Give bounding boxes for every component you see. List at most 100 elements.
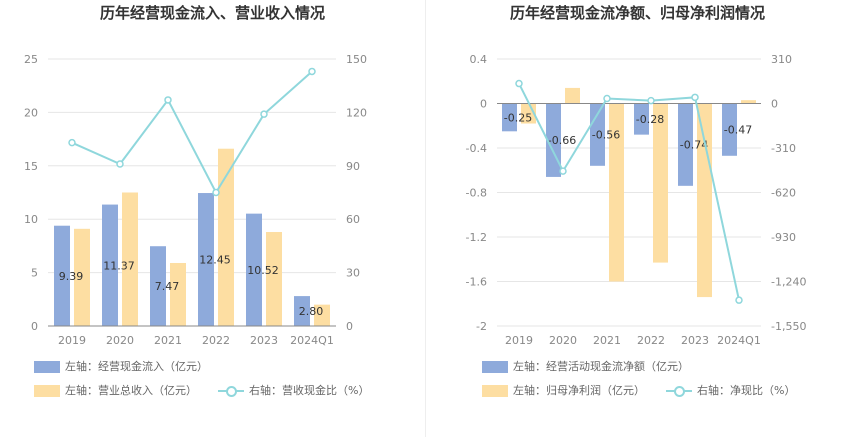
legend-item-cash-inflow[interactable]: 左轴：经营现金流入（亿元） — [34, 360, 208, 374]
bar — [74, 228, 90, 326]
x-tick-label: 2021 — [593, 334, 621, 347]
x-tick-label: 2024Q1 — [290, 334, 334, 347]
legend-swatch — [34, 385, 60, 397]
y-left-tick-label: -1.2 — [466, 231, 487, 244]
y-left-tick-label: 5 — [31, 267, 38, 280]
y-right-tick-label: 0 — [346, 320, 353, 333]
ratio-point — [603, 94, 611, 103]
chart-plot-area: 0 5 10 15 20 25 0 30 60 90 120 150 2019 2020 2021 2022 2… — [24, 53, 367, 347]
ratio-point — [212, 188, 220, 197]
chart-plot-area: -2 -1.6 -1.2 -0.8 -0.4 0 0.4 -1,550 -1,240 -930 -6… — [466, 53, 807, 347]
ratio-point — [647, 96, 655, 105]
bar — [314, 304, 330, 326]
legend-label: 右轴：净现比（%） — [697, 384, 796, 397]
bar — [741, 100, 756, 104]
net-cash-flow-profit-chart: 历年经营现金流净额、归母净利润情况 -2 -1.6 -1.2 -0.8 -0.4 0 0.4… — [425, 0, 850, 437]
bar — [54, 225, 70, 326]
bar — [653, 103, 668, 263]
x-tick-label: 2020 — [549, 334, 577, 347]
legend-swatch — [34, 361, 60, 373]
ratio-point — [515, 79, 523, 88]
x-tick-label: 2019 — [58, 334, 86, 347]
y-right-tick-label: -1,550 — [771, 320, 806, 333]
legend-swatch — [218, 385, 244, 397]
chart-title: 历年经营现金流入、营业收入情况 — [99, 4, 325, 22]
bar — [198, 193, 214, 326]
cash-inflow-revenue-chart: 历年经营现金流入、营业收入情况 0 5 10 15 20 25 0 30 60 90 120 150 2… — [24, 4, 369, 398]
y-left-tick-label: 0.4 — [470, 53, 488, 66]
y-right-tick-label: 120 — [346, 106, 367, 119]
x-tick-label: 2023 — [681, 334, 709, 347]
bar-data-label: -0.28 — [636, 113, 664, 126]
y-right-tick-label: 310 — [771, 53, 792, 66]
y-right-tick-label: 0 — [771, 98, 778, 111]
bar-data-label: -0.74 — [680, 139, 708, 152]
x-tick-label: 2021 — [154, 334, 182, 347]
x-tick-label: 2024Q1 — [717, 334, 761, 347]
bar — [218, 148, 234, 326]
y-left-tick-label: -0.4 — [466, 142, 487, 155]
bar-data-label: -0.66 — [548, 134, 576, 147]
legend-label: 左轴：经营活动现金流净额（亿元） — [513, 360, 689, 373]
ratio-point — [260, 110, 268, 118]
legend-swatch — [482, 361, 508, 373]
bar — [502, 103, 517, 132]
legend-item-revenue-cash-ratio[interactable]: 右轴：营收现金比（%） — [218, 384, 369, 398]
legend-swatch — [482, 385, 508, 397]
y-left-tick-label: -0.8 — [466, 187, 487, 200]
bar — [246, 213, 262, 326]
bar-data-label: 7.47 — [155, 280, 180, 293]
bar — [122, 192, 138, 326]
y-left-tick-label: 25 — [24, 53, 38, 66]
y-left-tick-label: -2 — [476, 320, 487, 333]
y-right-tick-label: 90 — [346, 160, 360, 173]
bar — [150, 246, 166, 326]
ratio-point — [559, 167, 567, 175]
bar — [722, 103, 737, 156]
legend-item-net-profit[interactable]: 左轴：归母净利润（亿元） — [482, 384, 645, 398]
legend-item-net-cash-ratio[interactable]: 右轴：净现比（%） — [666, 384, 795, 398]
bar-data-label: -0.56 — [592, 129, 620, 142]
bar — [609, 103, 624, 282]
x-tick-label: 2022 — [637, 334, 665, 347]
y-left-tick-label: 10 — [24, 213, 38, 226]
bar-data-label: 11.37 — [103, 259, 135, 272]
legend-label: 左轴：归母净利润（亿元） — [513, 384, 645, 397]
y-right-tick-label: -620 — [771, 187, 796, 200]
bar — [170, 262, 186, 326]
legend-swatch — [666, 385, 692, 397]
x-tick-label: 2020 — [106, 334, 134, 347]
bar-data-label: 10.52 — [247, 264, 279, 277]
ratio-point — [164, 96, 172, 104]
bar — [697, 103, 712, 298]
bar-data-label: 2.80 — [299, 305, 324, 318]
panel-divider — [425, 0, 426, 437]
y-left-tick-label: 20 — [24, 106, 38, 119]
y-right-tick-label: 150 — [346, 53, 367, 66]
y-right-tick-label: 30 — [346, 267, 360, 280]
ratio-point — [691, 93, 699, 102]
y-left-tick-label: 0 — [480, 98, 487, 111]
x-tick-label: 2019 — [505, 334, 533, 347]
legend-item-net-operating-cash-flow[interactable]: 左轴：经营活动现金流净额（亿元） — [482, 360, 689, 374]
bar-data-label: -0.47 — [724, 124, 752, 137]
bar — [565, 87, 580, 104]
chart-title: 历年经营现金流净额、归母净利润情况 — [509, 4, 765, 22]
y-right-tick-label: -1,240 — [771, 276, 806, 289]
bar — [678, 103, 693, 186]
ratio-point — [68, 138, 76, 147]
y-left-tick-label: 15 — [24, 160, 38, 173]
y-right-tick-label: -930 — [771, 231, 796, 244]
bar — [102, 204, 118, 326]
bar-data-label: 12.45 — [199, 254, 231, 267]
bar — [294, 296, 310, 326]
ratio-point — [116, 160, 124, 168]
legend-item-revenue[interactable]: 左轴：营业总收入（亿元） — [34, 384, 197, 398]
bar — [634, 103, 649, 135]
legend-label: 右轴：营收现金比（%） — [249, 384, 370, 397]
x-tick-label: 2022 — [202, 334, 230, 347]
ratio-line — [518, 83, 740, 301]
y-right-tick-label: -310 — [771, 142, 796, 155]
ratio-line — [71, 70, 313, 195]
y-right-tick-label: 60 — [346, 213, 360, 226]
